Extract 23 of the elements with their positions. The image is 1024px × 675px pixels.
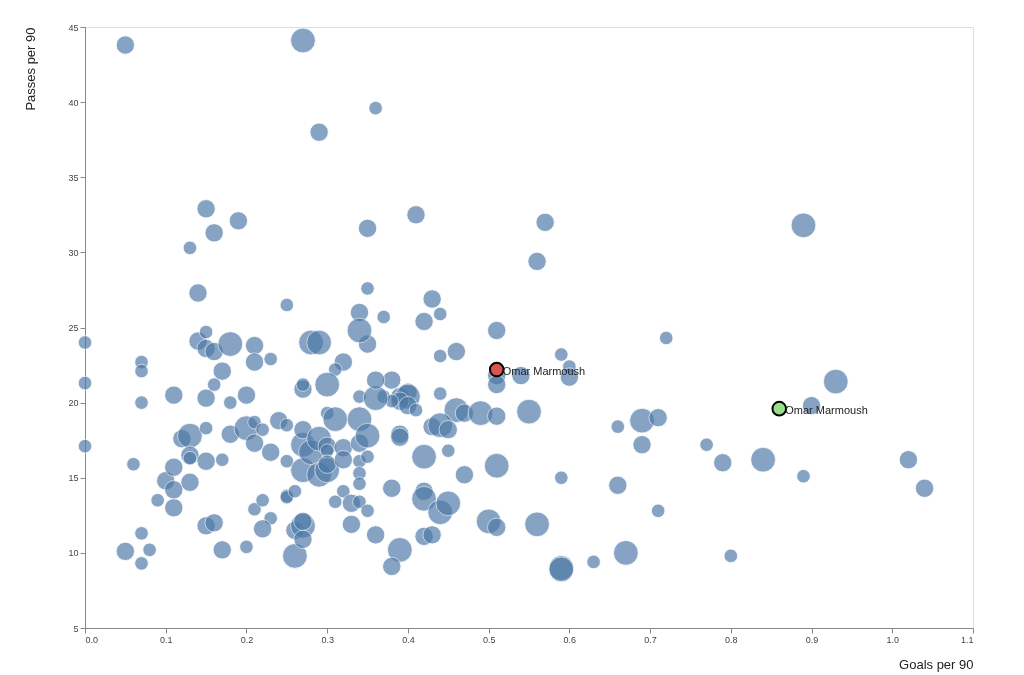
- y-tick-label: 5: [73, 623, 79, 634]
- x-tick-label: 0.8: [725, 634, 738, 645]
- x-tick-label: 0.7: [644, 634, 657, 645]
- y-tick-label: 30: [68, 247, 79, 258]
- x-tick-label: 0.0: [85, 634, 99, 645]
- y-tick-label: 25: [68, 323, 79, 333]
- x-tick-label: 0.3: [321, 634, 334, 645]
- y-tick-label: 10: [68, 548, 79, 559]
- x-tick-label: 0.4: [402, 634, 415, 645]
- x-tick-label: 1.0: [886, 634, 900, 645]
- y-axis-title: Passes per 90: [23, 27, 39, 111]
- x-tick-label: 0.5: [482, 634, 496, 645]
- y-tick-label: 35: [68, 172, 79, 183]
- y-tick-label: 20: [68, 398, 79, 409]
- x-axis-title: Goals per 90: [899, 656, 974, 672]
- y-tick-label: 45: [68, 22, 79, 33]
- x-tick-label: 0.2: [240, 634, 254, 645]
- x-tick-label: 1.1: [960, 634, 974, 645]
- x-tick-label: 0.9: [805, 634, 819, 645]
- x-tick-label: 0.1: [159, 634, 173, 645]
- y-tick-label: 40: [68, 97, 79, 108]
- x-tick-label: 0.6: [563, 634, 577, 645]
- y-tick-label: 15: [68, 473, 79, 484]
